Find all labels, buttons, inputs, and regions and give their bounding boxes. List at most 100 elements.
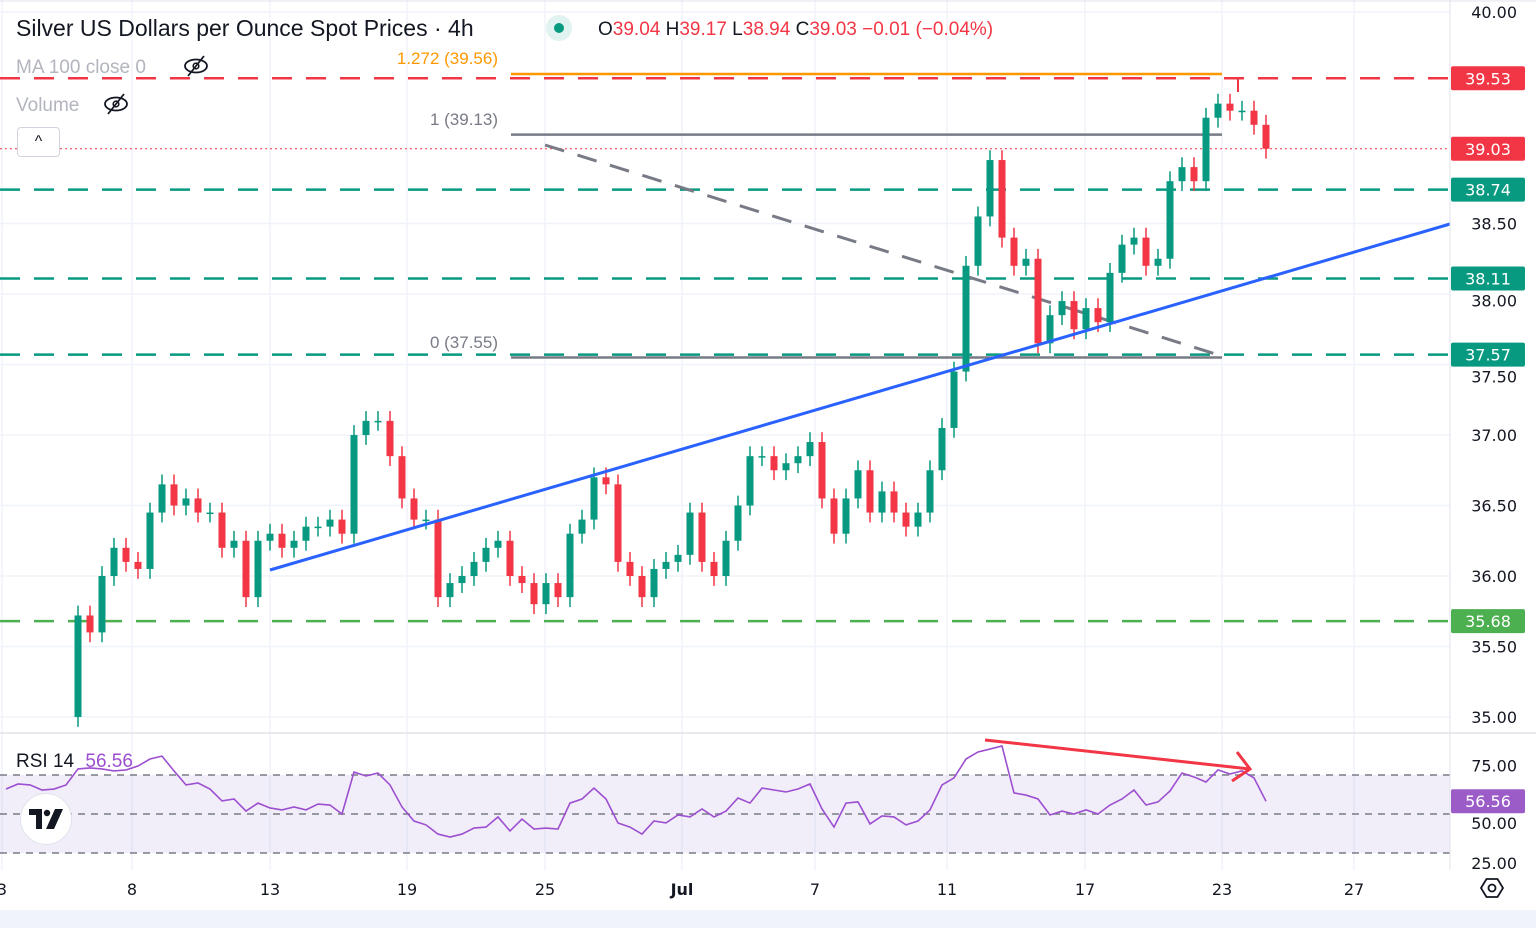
time-tick-label: 19 bbox=[397, 880, 417, 899]
fib-1-label: 1 (39.13) bbox=[430, 110, 498, 129]
low-value: 38.94 bbox=[743, 19, 791, 40]
candle bbox=[962, 255, 970, 382]
candle bbox=[998, 150, 1006, 248]
candle bbox=[314, 516, 322, 537]
candle bbox=[686, 502, 694, 565]
candle bbox=[986, 150, 994, 227]
time-tick-label: 25 bbox=[535, 880, 555, 899]
high-value: 39.17 bbox=[679, 19, 727, 40]
price-badge-label: 39.53 bbox=[1465, 69, 1511, 88]
candle bbox=[146, 502, 154, 579]
candle bbox=[1022, 248, 1030, 276]
candle bbox=[374, 411, 382, 431]
eye-slash-icon[interactable] bbox=[104, 93, 128, 115]
candle bbox=[710, 552, 718, 586]
candle bbox=[1070, 291, 1078, 340]
candle bbox=[230, 530, 238, 558]
collapse-legend-button[interactable]: ^ bbox=[17, 127, 60, 157]
candle bbox=[674, 544, 682, 572]
price-tick-label: 35.00 bbox=[1471, 708, 1517, 727]
candle bbox=[122, 537, 130, 572]
price-tick-label: 36.50 bbox=[1471, 497, 1517, 516]
candle bbox=[1106, 262, 1114, 333]
candle bbox=[386, 411, 394, 467]
candle bbox=[434, 509, 442, 608]
eye-slash-icon[interactable] bbox=[184, 55, 208, 77]
candle bbox=[1214, 93, 1222, 128]
candle bbox=[830, 488, 838, 544]
price-badge-label: 35.68 bbox=[1465, 612, 1511, 631]
candle bbox=[362, 411, 370, 445]
tradingview-logo[interactable] bbox=[21, 794, 71, 844]
candle bbox=[1250, 100, 1258, 135]
close-value: 39.03 bbox=[809, 19, 857, 40]
price-tick-label: 38.00 bbox=[1471, 291, 1517, 310]
candle bbox=[506, 530, 514, 586]
candle bbox=[1238, 100, 1246, 121]
rsi-period: 14 bbox=[53, 751, 75, 772]
price-tick-label: 35.50 bbox=[1471, 638, 1517, 657]
candle bbox=[866, 460, 874, 523]
price-axis[interactable]: 40.00 38.50 38.00 37.50 37.00 36.50 36.00 35.50… bbox=[1471, 3, 1517, 727]
candle bbox=[1178, 157, 1186, 192]
candle bbox=[182, 488, 190, 516]
time-tick-label: 7 bbox=[810, 880, 820, 899]
candle bbox=[338, 509, 346, 544]
candle bbox=[1010, 227, 1018, 276]
candle bbox=[494, 530, 502, 558]
time-tick-label: 3 bbox=[0, 880, 7, 899]
candle bbox=[1166, 171, 1174, 269]
time-tick-label: 11 bbox=[937, 880, 957, 899]
time-tick-label: 8 bbox=[127, 880, 137, 899]
candle bbox=[1190, 157, 1198, 192]
candle bbox=[326, 509, 334, 537]
rsi-axis[interactable]: 75.00 50.00 25.00 56.56 bbox=[1451, 756, 1525, 873]
chevron-up-icon: ^ bbox=[34, 133, 43, 150]
candle bbox=[662, 552, 670, 579]
fib-0-label: 0 (37.55) bbox=[430, 333, 498, 352]
candle bbox=[842, 488, 850, 544]
candle bbox=[1202, 107, 1210, 192]
price-tick-label: 37.00 bbox=[1471, 426, 1517, 445]
candle bbox=[902, 502, 910, 537]
rsi-band bbox=[0, 775, 1450, 853]
fib-1272-label: 1.272 (39.56) bbox=[397, 49, 498, 68]
time-axis[interactable]: 3 8 13 19 25 Jul 7 11 17 23 27 bbox=[0, 880, 1364, 899]
candle bbox=[1046, 305, 1054, 354]
price-badge-label: 38.11 bbox=[1465, 269, 1511, 288]
candle bbox=[614, 474, 622, 572]
price-badge-support bbox=[1451, 266, 1525, 291]
candle bbox=[782, 453, 790, 481]
price-tick-label: 38.50 bbox=[1471, 215, 1517, 234]
price-badge-last bbox=[1451, 136, 1525, 161]
ma-indicator-label[interactable]: MA 100 close 0 bbox=[16, 57, 146, 78]
candle bbox=[1154, 248, 1162, 276]
rsi-line bbox=[5, 744, 1267, 838]
rsi-tick-label: 50.00 bbox=[1471, 814, 1517, 833]
trendline[interactable] bbox=[269, 222, 1451, 572]
candle bbox=[410, 488, 418, 530]
ohlc-legend: O39.04 H39.17 L38.94 C39.03 −0.01 (−0.04… bbox=[598, 19, 993, 40]
chart-title: Silver US Dollars per Ounce Spot Prices … bbox=[16, 15, 474, 41]
settings-icon[interactable] bbox=[1479, 878, 1505, 898]
market-status-dot[interactable] bbox=[554, 23, 564, 33]
candle bbox=[938, 418, 946, 481]
divergence-arrow[interactable] bbox=[984, 738, 1253, 783]
candle bbox=[578, 509, 586, 544]
candle bbox=[806, 432, 814, 467]
candle bbox=[734, 495, 742, 551]
high-label: H bbox=[666, 19, 680, 40]
candle bbox=[926, 460, 934, 523]
candle bbox=[758, 446, 766, 467]
tradingview-logo-icon bbox=[29, 809, 63, 829]
candle bbox=[482, 537, 490, 572]
candle bbox=[590, 467, 598, 530]
candle bbox=[266, 523, 274, 551]
volume-indicator-label[interactable]: Volume bbox=[16, 95, 79, 116]
candle bbox=[1142, 227, 1150, 276]
candle bbox=[242, 530, 250, 608]
candle bbox=[1058, 291, 1066, 326]
candle bbox=[974, 206, 982, 276]
price-badge-resistance bbox=[1451, 66, 1525, 91]
